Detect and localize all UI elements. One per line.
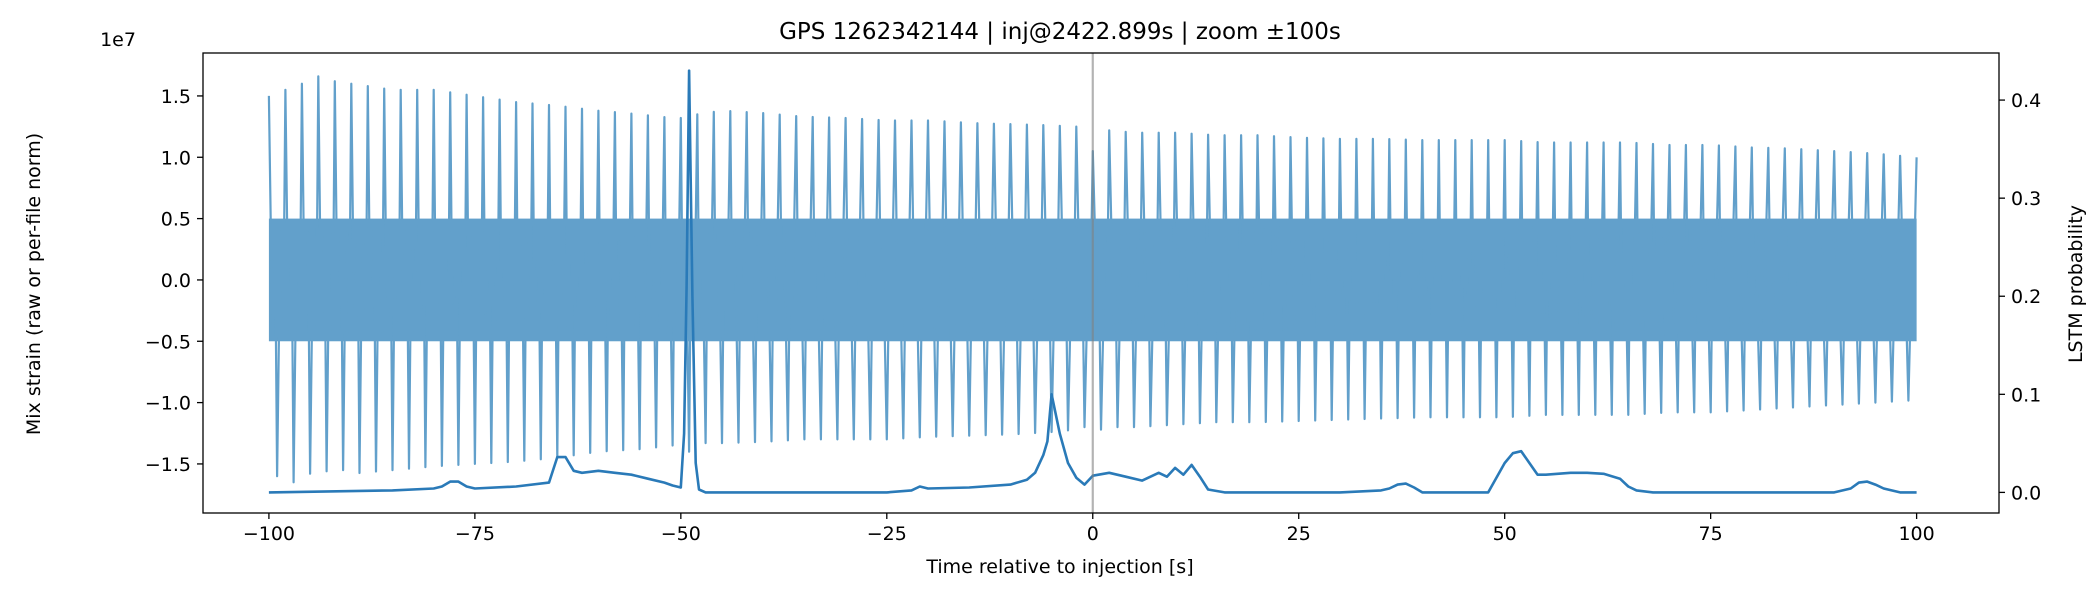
y2-tick-label: 0.2 [2011,286,2041,308]
y-tick-label: 1.0 [161,147,191,169]
y-tick-label: −1.0 [145,393,191,415]
y-axis-label: Mix strain (raw or per-file norm) [23,133,45,435]
x-tick-label: 75 [1699,523,1723,545]
x-axis-label: Time relative to injection [s] [925,556,1193,578]
x-axis-ticks: −100 −75 −50 −25 0 25 50 75 100 [243,513,1935,545]
x-tick-label: −25 [867,523,907,545]
axes-frame [202,52,2000,514]
x-tick-label: 50 [1493,523,1517,545]
y2-tick-label: 0.3 [2011,188,2041,210]
x-tick-label: 25 [1287,523,1311,545]
lstm-probability-line [268,69,1917,494]
y2-tick-label: 0.4 [2011,90,2041,112]
x-tick-label: −50 [661,523,701,545]
y-axis-ticks: −1.5 −1.0 −0.5 0.0 0.5 1.0 1.5 [145,86,203,476]
y-tick-label: 0.0 [161,270,191,292]
x-tick-label: −100 [243,523,295,545]
y-tick-label: 0.5 [161,209,191,231]
y2-axis-ticks: 0.0 0.1 0.2 0.3 0.4 [1999,90,2041,504]
y2-tick-label: 0.1 [2011,384,2041,406]
y-tick-label: −1.5 [145,454,191,476]
chart-title: GPS 1262342144 | inj@2422.899s | zoom ±1… [779,19,1341,45]
x-tick-label: −75 [455,523,495,545]
lstm-probability-series [268,69,1917,494]
y-axis-offset-text: 1e7 [100,29,136,51]
x-tick-label: 100 [1898,523,1934,545]
y2-axis-label: LSTM probability [2065,205,2087,363]
y-tick-label: 1.5 [161,86,191,108]
y2-tick-label: 0.0 [2011,482,2041,504]
x-tick-label: 0 [1087,523,1099,545]
y-tick-label: −0.5 [145,331,191,353]
